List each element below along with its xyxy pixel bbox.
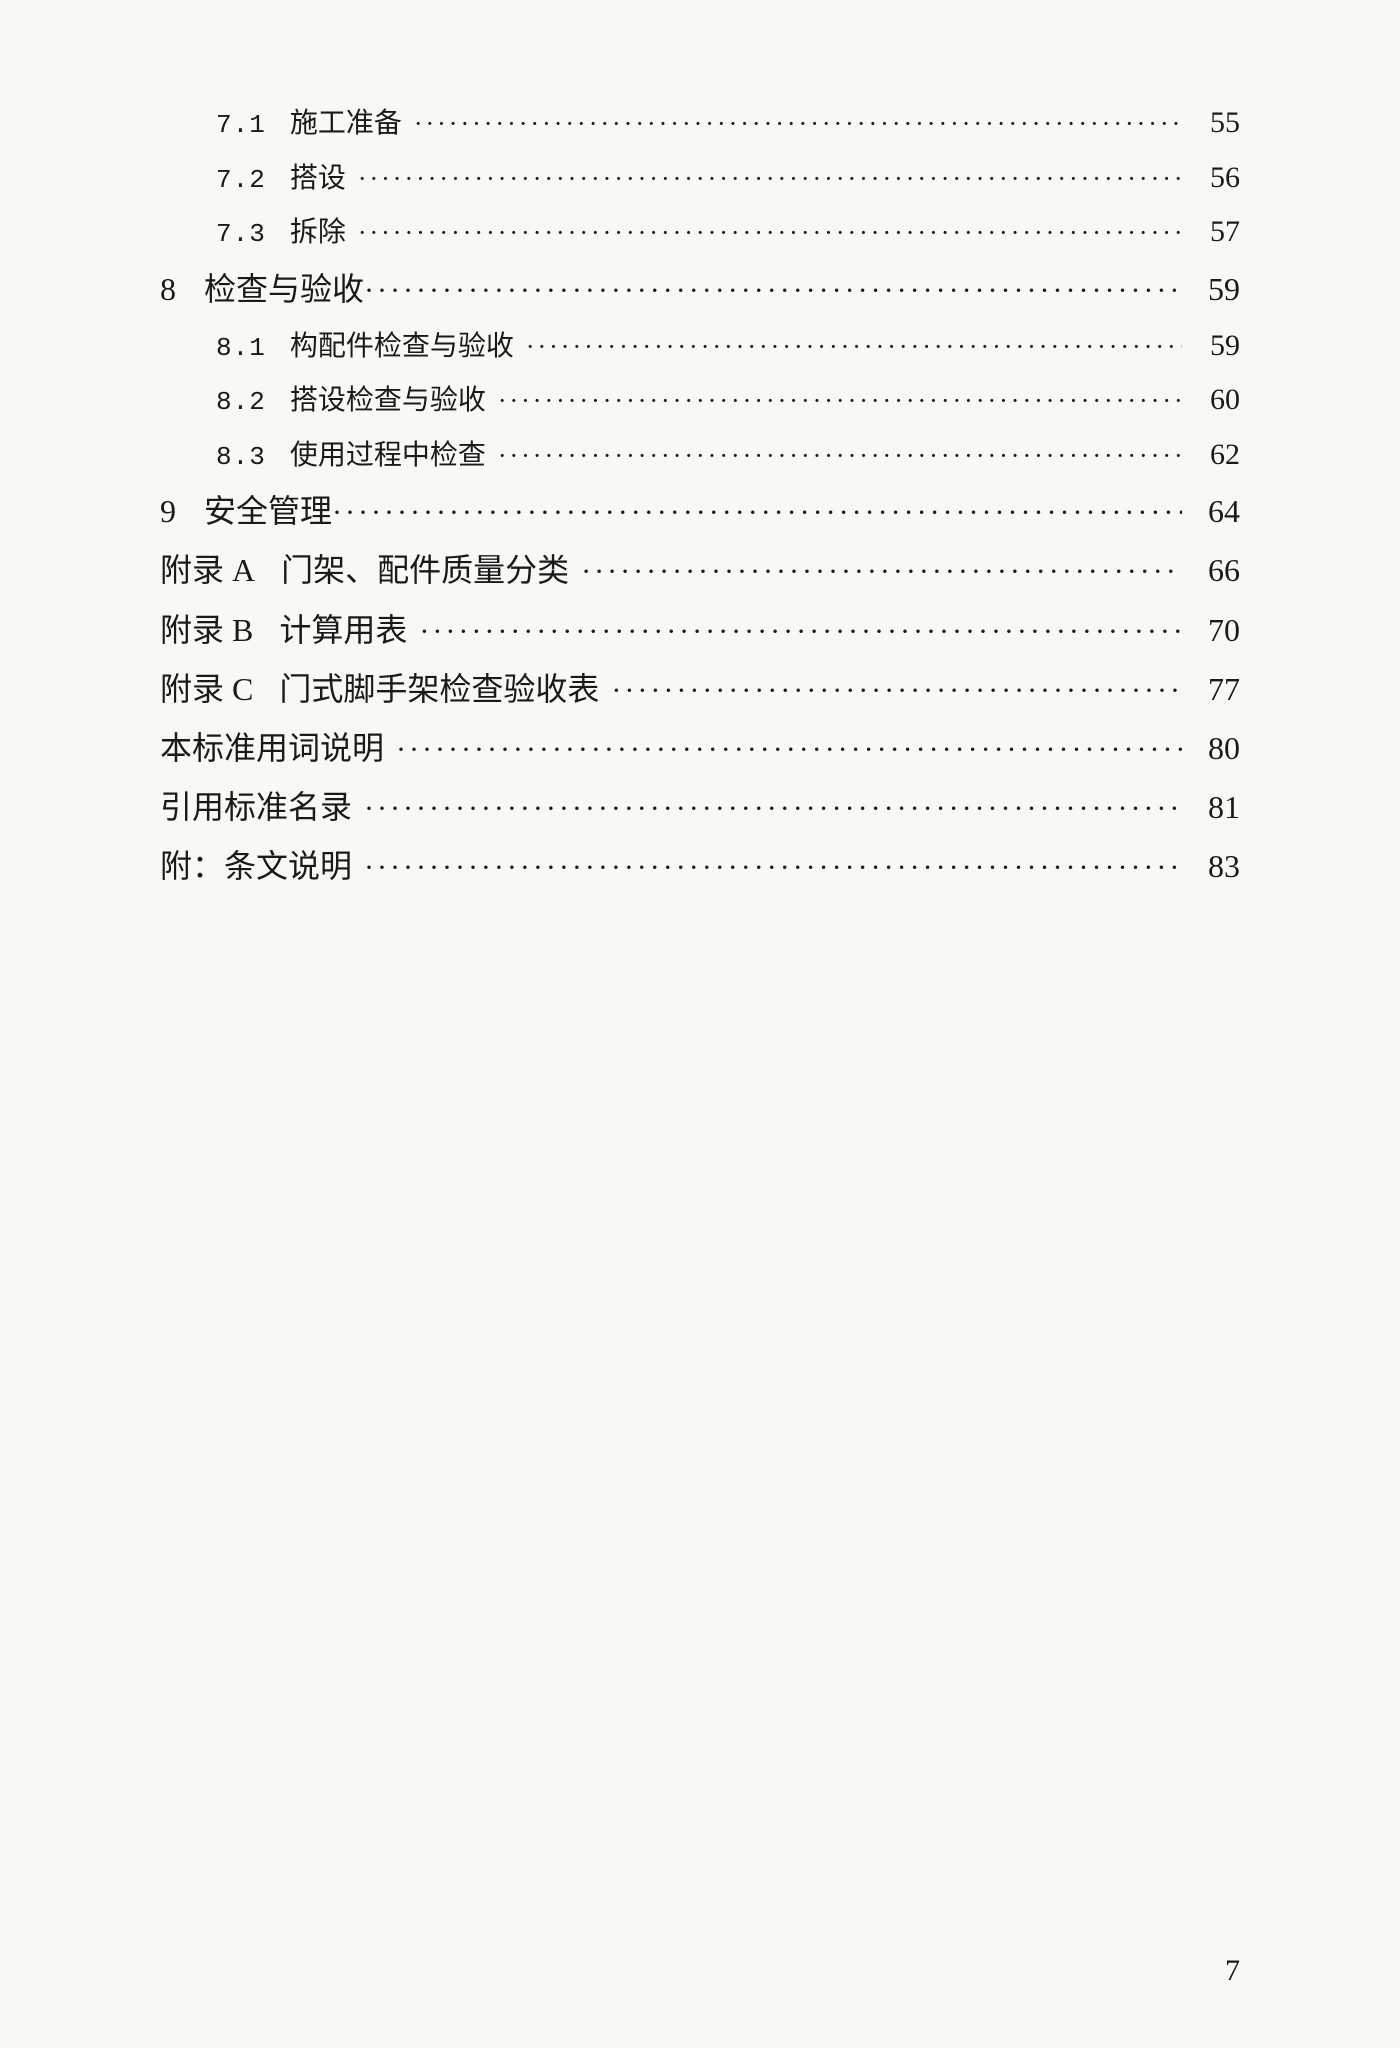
toc-entry: 8.3 使用过程中检查 ····························… — [160, 432, 1240, 479]
toc-page: 59 — [1196, 264, 1240, 315]
toc-title: 构配件检查与验收 — [290, 325, 514, 368]
toc-title: 施工准备 — [290, 102, 402, 145]
toc-leader: ········································… — [364, 267, 1182, 315]
toc-number: 8.2 — [216, 382, 266, 422]
toc-leader: ········································… — [396, 726, 1182, 774]
toc-title: 门式脚手架检查验收表 — [279, 664, 599, 715]
toc-leader: ········································… — [498, 381, 1182, 421]
toc-entry: 本标准用词说明 ································… — [160, 723, 1240, 774]
toc-title: 附：条文说明 — [160, 841, 352, 892]
toc-entry: 8.1 构配件检查与验收 ···························… — [160, 323, 1240, 370]
toc-number: 7.2 — [216, 160, 266, 200]
toc-page: 77 — [1196, 664, 1240, 715]
toc-title: 检查与验收 — [204, 264, 364, 315]
toc-leader: ········································… — [526, 327, 1182, 367]
toc-entry: 7.2 搭设 ·································… — [160, 155, 1240, 202]
toc-number: 附录 A — [160, 545, 255, 596]
toc-title: 拆除 — [290, 211, 346, 254]
toc-title: 引用标准名录 — [160, 782, 352, 833]
toc-entry: 7.1 施工准备 ·······························… — [160, 100, 1240, 147]
toc-entry: 9 安全管理 ·································… — [160, 486, 1240, 537]
toc-page: 66 — [1196, 545, 1240, 596]
toc-title: 安全管理 — [204, 486, 332, 537]
toc-number: 8.1 — [216, 328, 266, 368]
toc-page: 70 — [1196, 605, 1240, 656]
toc-title: 计算用表 — [279, 605, 407, 656]
toc-page: 56 — [1196, 155, 1240, 202]
toc-entry: 附录 C 门式脚手架检查验收表 ························… — [160, 664, 1240, 715]
toc-number: 附录 C — [160, 664, 253, 715]
toc-leader: ········································… — [358, 159, 1182, 199]
toc-leader: ········································… — [414, 104, 1182, 144]
toc-leader: ········································… — [498, 436, 1182, 476]
toc-title: 搭设检查与验收 — [290, 379, 486, 422]
toc-leader: ········································… — [364, 844, 1182, 892]
toc-leader: ········································… — [332, 489, 1182, 537]
toc-title: 本标准用词说明 — [160, 723, 384, 774]
toc-page: 57 — [1196, 209, 1240, 256]
toc-title: 使用过程中检查 — [290, 434, 486, 477]
toc-entry: 附：条文说明 ·································… — [160, 841, 1240, 892]
toc-number: 9 — [160, 486, 176, 537]
toc-entry: 7.3 拆除 ·································… — [160, 209, 1240, 256]
toc-entry: 附录 B 计算用表 ······························… — [160, 605, 1240, 656]
toc-entry: 附录 A 门架、配件质量分类 ·························… — [160, 545, 1240, 596]
toc-number: 7.3 — [216, 214, 266, 254]
toc-title: 搭设 — [290, 157, 346, 200]
toc-page: 83 — [1196, 841, 1240, 892]
toc-number: 8.3 — [216, 437, 266, 477]
toc-page: 62 — [1196, 432, 1240, 479]
toc-number: 附录 B — [160, 605, 253, 656]
toc-leader: ········································… — [364, 785, 1182, 833]
table-of-contents: 7.1 施工准备 ·······························… — [160, 100, 1240, 893]
toc-page: 81 — [1196, 782, 1240, 833]
toc-page: 80 — [1196, 723, 1240, 774]
toc-leader: ········································… — [581, 548, 1182, 596]
toc-leader: ········································… — [419, 608, 1182, 656]
toc-number: 7.1 — [216, 105, 266, 145]
toc-page: 55 — [1196, 100, 1240, 147]
toc-number: 8 — [160, 264, 176, 315]
toc-entry: 引用标准名录 ·································… — [160, 782, 1240, 833]
toc-page: 64 — [1196, 486, 1240, 537]
toc-page: 60 — [1196, 377, 1240, 424]
toc-entry: 8.2 搭设检查与验收 ····························… — [160, 377, 1240, 424]
toc-leader: ········································… — [358, 213, 1182, 253]
toc-page: 59 — [1196, 323, 1240, 370]
page-number: 7 — [1225, 1954, 1240, 1988]
toc-title: 门架、配件质量分类 — [281, 545, 569, 596]
toc-entry: 8 检查与验收 ································… — [160, 264, 1240, 315]
toc-leader: ········································… — [611, 667, 1182, 715]
